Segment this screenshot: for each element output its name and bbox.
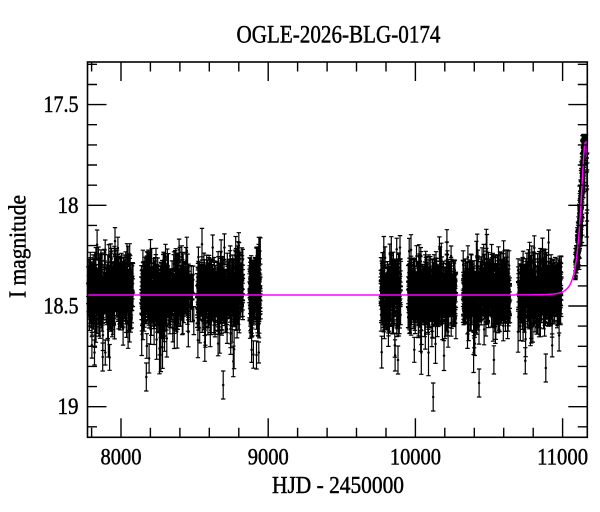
svg-text:11000: 11000 [537, 445, 588, 470]
svg-text:19: 19 [58, 394, 79, 419]
svg-text:17.5: 17.5 [44, 92, 79, 117]
svg-text:8000: 8000 [101, 445, 142, 470]
svg-text:OGLE-2026-BLG-0174: OGLE-2026-BLG-0174 [237, 22, 441, 49]
svg-text:9000: 9000 [248, 445, 289, 470]
svg-text:10000: 10000 [390, 445, 441, 470]
svg-text:18: 18 [58, 193, 79, 218]
svg-text:HJD - 2450000: HJD - 2450000 [272, 473, 404, 499]
svg-text:18.5: 18.5 [44, 294, 79, 319]
svg-text:I magnitude: I magnitude [6, 195, 32, 298]
